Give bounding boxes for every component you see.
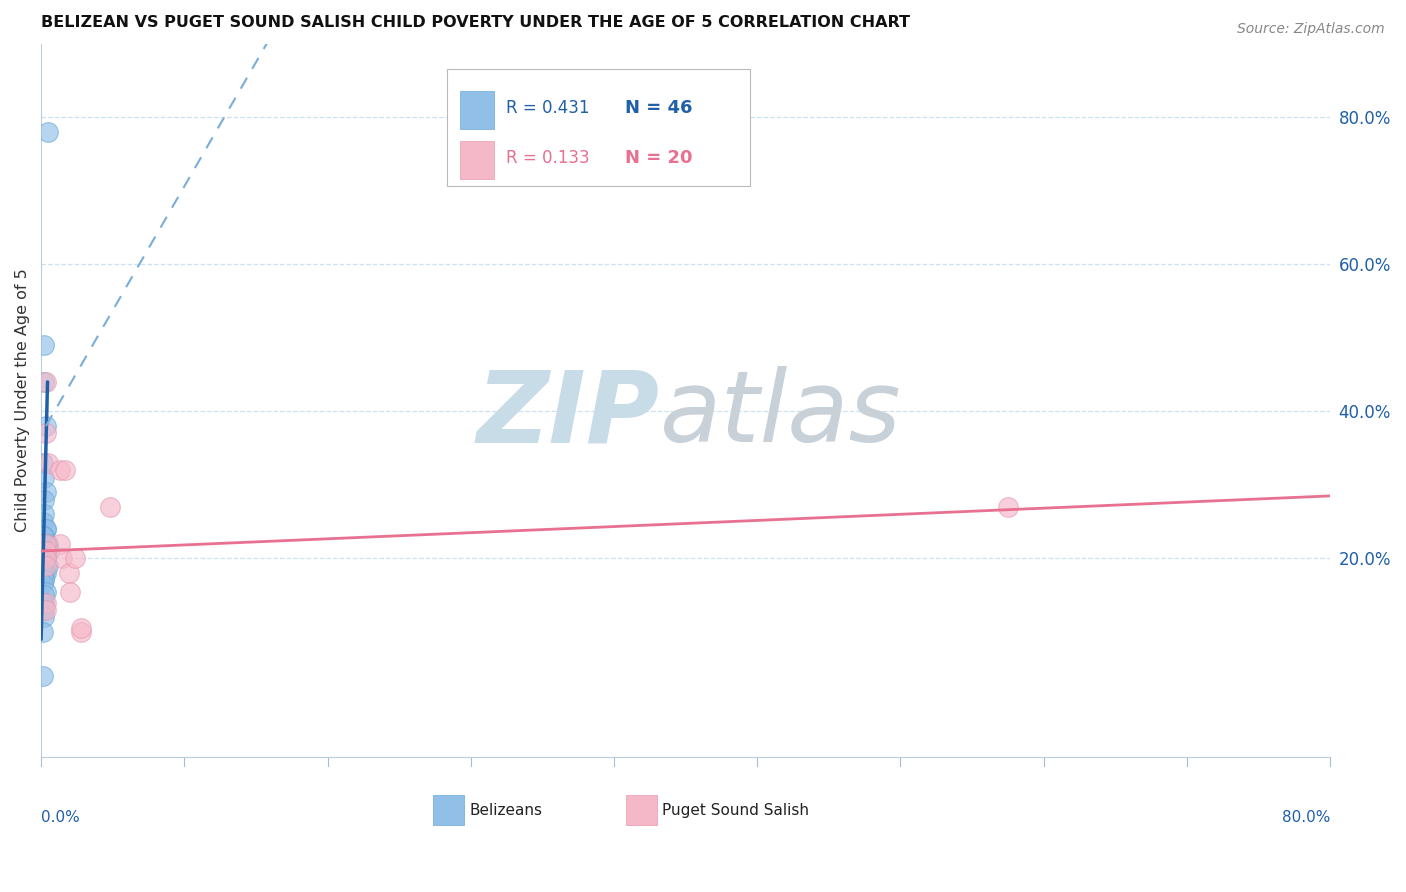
Point [31,544,53,558]
Point [34,570,56,584]
Point [49,463,72,477]
Point [31,456,53,470]
Point [31,558,53,573]
Point [31,624,53,639]
Point [35,537,58,551]
Point [35,522,58,536]
Point [34,470,56,484]
Point [34,558,56,573]
Point [37,456,59,470]
Point [35,537,58,551]
FancyBboxPatch shape [460,141,494,178]
Point [34,544,56,558]
Point [100,500,122,514]
Point [34,492,56,507]
Text: Source: ZipAtlas.com: Source: ZipAtlas.com [1237,22,1385,37]
Point [35,419,58,434]
Point [34,555,56,569]
Text: BELIZEAN VS PUGET SOUND SALISH CHILD POVERTY UNDER THE AGE OF 5 CORRELATION CHAR: BELIZEAN VS PUGET SOUND SALISH CHILD POV… [41,15,910,30]
Point [31,669,53,683]
Text: N = 46: N = 46 [626,99,693,117]
Point [34,544,56,558]
Point [31,566,53,581]
Point [70,621,93,635]
Point [34,588,56,602]
Point [35,566,58,581]
Point [34,566,56,581]
Point [34,375,56,389]
Text: atlas: atlas [659,366,901,463]
Point [34,537,56,551]
Point [997,500,1019,514]
Text: ZIP: ZIP [477,366,659,463]
Point [49,537,72,551]
Point [31,537,53,551]
Point [35,603,58,617]
Point [34,551,56,566]
Point [37,125,59,139]
Point [34,551,56,566]
Y-axis label: Child Poverty Under the Age of 5: Child Poverty Under the Age of 5 [15,268,30,533]
Point [37,537,59,551]
FancyBboxPatch shape [626,796,657,825]
Point [31,515,53,529]
Text: 80.0%: 80.0% [1282,811,1330,825]
Point [59,584,82,599]
Point [34,574,56,588]
Point [63,551,86,566]
Point [31,551,53,566]
Point [34,610,56,624]
Text: 0.0%: 0.0% [41,811,80,825]
Point [70,624,93,639]
Point [35,537,58,551]
Point [35,485,58,500]
Point [34,603,56,617]
Text: Puget Sound Salish: Puget Sound Salish [662,803,810,818]
Point [35,544,58,558]
Point [51,551,73,566]
Point [53,463,76,477]
Point [34,508,56,522]
Point [35,426,58,441]
Point [35,595,58,609]
FancyBboxPatch shape [460,91,494,129]
Point [35,584,58,599]
Point [35,558,58,573]
Point [35,375,58,389]
Point [31,529,53,543]
Point [37,558,59,573]
FancyBboxPatch shape [433,796,464,825]
Point [34,338,56,352]
Point [35,551,58,566]
Point [31,595,53,609]
Text: Belizeans: Belizeans [470,803,543,818]
Point [38,544,60,558]
Point [35,551,58,566]
Point [34,595,56,609]
FancyBboxPatch shape [447,69,749,186]
Point [35,544,58,558]
Text: R = 0.431: R = 0.431 [506,99,591,117]
Point [35,522,58,536]
Text: R = 0.133: R = 0.133 [506,149,591,167]
Point [58,566,80,581]
Point [34,529,56,543]
Text: N = 20: N = 20 [626,149,693,167]
Point [31,577,53,591]
